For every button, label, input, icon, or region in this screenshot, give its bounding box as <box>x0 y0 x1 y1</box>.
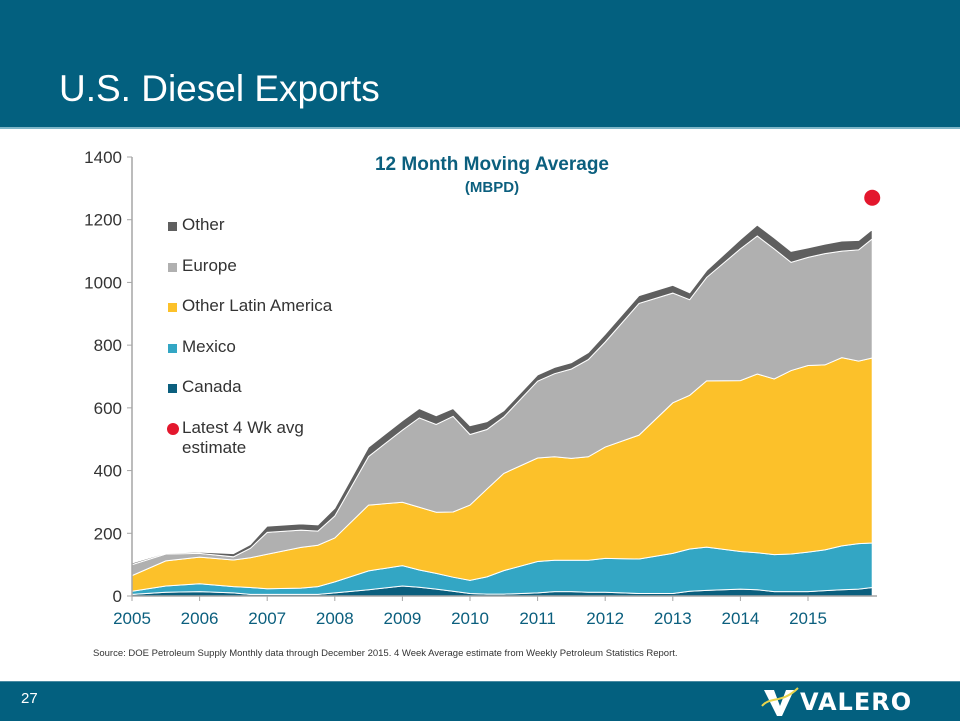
legend-dot-latest-estimate <box>167 422 179 435</box>
x-tick-label: 2012 <box>586 609 624 628</box>
slide-header <box>0 0 960 129</box>
y-tick-label: 1000 <box>84 273 122 292</box>
y-ticks: 0 200 400 600 800 1000 1200 1400 <box>84 148 132 606</box>
chart-markers <box>864 189 881 206</box>
x-tick-label: 2009 <box>383 609 421 628</box>
legend-label: Canada <box>182 377 242 396</box>
x-tick-label: 2011 <box>519 609 556 628</box>
y-tick-label: 1400 <box>84 148 122 167</box>
x-tick-label: 2008 <box>316 609 354 628</box>
valero-v-icon <box>761 687 799 716</box>
legend-label: Other <box>182 215 225 234</box>
area-other <box>131 224 873 566</box>
legend-label: Other Latin America <box>182 296 333 315</box>
x-tick-label: 2010 <box>451 609 489 628</box>
chart-subtitle: (MBPD) <box>465 179 519 196</box>
valero-logo: VALERO <box>760 684 920 718</box>
logo-text: VALERO <box>800 688 913 716</box>
legend-label: Mexico <box>182 336 236 356</box>
legend-swatch-other-latin-america <box>168 303 177 312</box>
legend-swatch-canada <box>168 384 177 393</box>
chart-areas <box>131 224 873 597</box>
y-tick-label: 800 <box>94 336 122 355</box>
legend-label: Europe <box>182 255 237 275</box>
source-note: Source: DOE Petroleum Supply Monthly dat… <box>93 648 678 659</box>
page-number: 27 <box>21 690 38 707</box>
latest-estimate-marker <box>864 189 881 206</box>
x-tick-label: 2006 <box>181 609 219 628</box>
legend-swatch-other <box>168 222 177 231</box>
slide-footer <box>0 681 960 721</box>
legend-label: Latest 4 Wk avg estimate <box>182 417 304 457</box>
x-tick-label: 2014 <box>721 609 759 628</box>
y-tick-label: 600 <box>94 399 122 418</box>
x-tick-label: 2007 <box>248 609 286 628</box>
slide-title: U.S. Diesel Exports <box>59 68 380 109</box>
legend-swatch-mexico <box>168 343 177 353</box>
x-ticks: 2005 2006 2007 2008 2009 2010 2011 2012 2013 2014… <box>113 596 827 628</box>
y-tick-label: 400 <box>94 462 122 481</box>
x-tick-label: 2015 <box>789 609 827 628</box>
legend-swatch-europe <box>168 262 177 272</box>
x-tick-label: 2005 <box>113 609 151 628</box>
x-tick-label: 2013 <box>654 609 692 628</box>
chart-title: 12 Month Moving Average <box>375 154 609 175</box>
y-tick-label: 200 <box>94 524 122 543</box>
y-tick-label: 1200 <box>84 211 122 230</box>
y-tick-label: 0 <box>113 587 122 606</box>
